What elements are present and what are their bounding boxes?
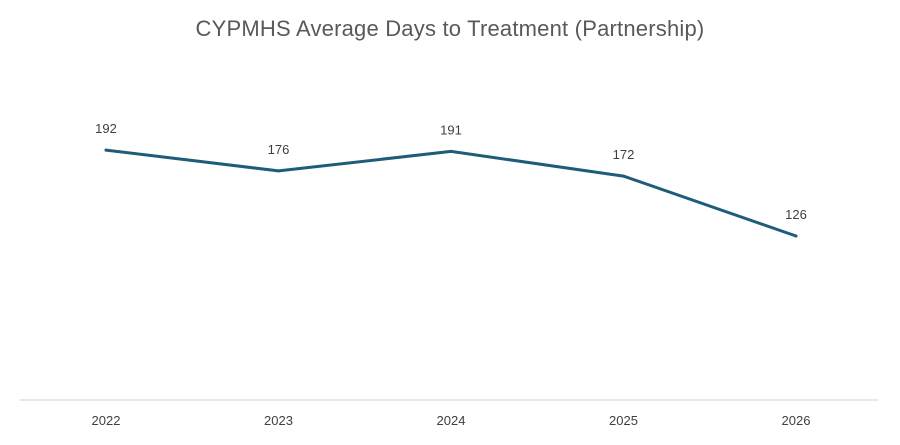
data-point-2026: [794, 234, 798, 238]
data-label-2025: 172: [613, 147, 635, 162]
data-point-2023: [277, 169, 280, 173]
data-point-2024: [449, 149, 453, 153]
x-tick-label-2026: 2026: [782, 413, 811, 428]
x-tick-label-2023: 2023: [264, 413, 293, 428]
series-line-0: [104, 148, 798, 238]
data-label-2022: 192: [95, 121, 117, 136]
x-tick-label-2024: 2024: [437, 413, 466, 428]
data-point-2025: [622, 174, 625, 178]
data-label-2024: 191: [440, 122, 462, 137]
data-label-2023: 176: [268, 142, 290, 157]
x-tick-label-2025: 2025: [609, 413, 638, 428]
chart-title: CYPMHS Average Days to Treatment (Partne…: [195, 16, 705, 41]
data-point-2022: [104, 148, 108, 152]
data-label-2026: 126: [785, 207, 807, 222]
x-tick-label-2022: 2022: [92, 413, 121, 428]
